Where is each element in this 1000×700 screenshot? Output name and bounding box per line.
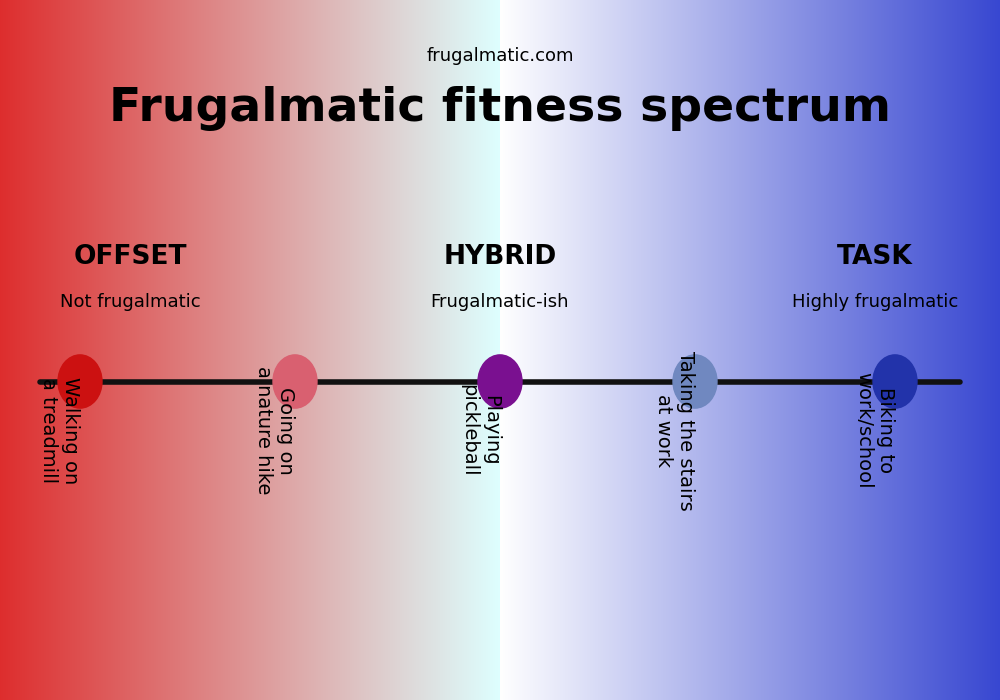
Text: Biking to
work/school: Biking to work/school <box>854 372 895 489</box>
Ellipse shape <box>58 355 102 408</box>
Text: Playing
pickleball: Playing pickleball <box>459 384 500 477</box>
Text: Not frugalmatic: Not frugalmatic <box>60 293 200 312</box>
Text: Frugalmatic-ish: Frugalmatic-ish <box>431 293 569 312</box>
Text: OFFSET: OFFSET <box>73 244 187 270</box>
Text: Taking the stairs
at work: Taking the stairs at work <box>654 351 695 510</box>
Ellipse shape <box>478 355 522 408</box>
Text: Going on
a nature hike: Going on a nature hike <box>254 366 295 495</box>
Text: frugalmatic.com: frugalmatic.com <box>426 47 574 65</box>
Ellipse shape <box>673 355 717 408</box>
Ellipse shape <box>273 355 317 408</box>
Ellipse shape <box>873 355 917 408</box>
Text: Highly frugalmatic: Highly frugalmatic <box>792 293 958 312</box>
Text: TASK: TASK <box>837 244 913 270</box>
Text: Walking on
a treadmill: Walking on a treadmill <box>39 377 80 484</box>
Text: HYBRID: HYBRID <box>443 244 557 270</box>
Text: Frugalmatic fitness spectrum: Frugalmatic fitness spectrum <box>109 86 891 131</box>
